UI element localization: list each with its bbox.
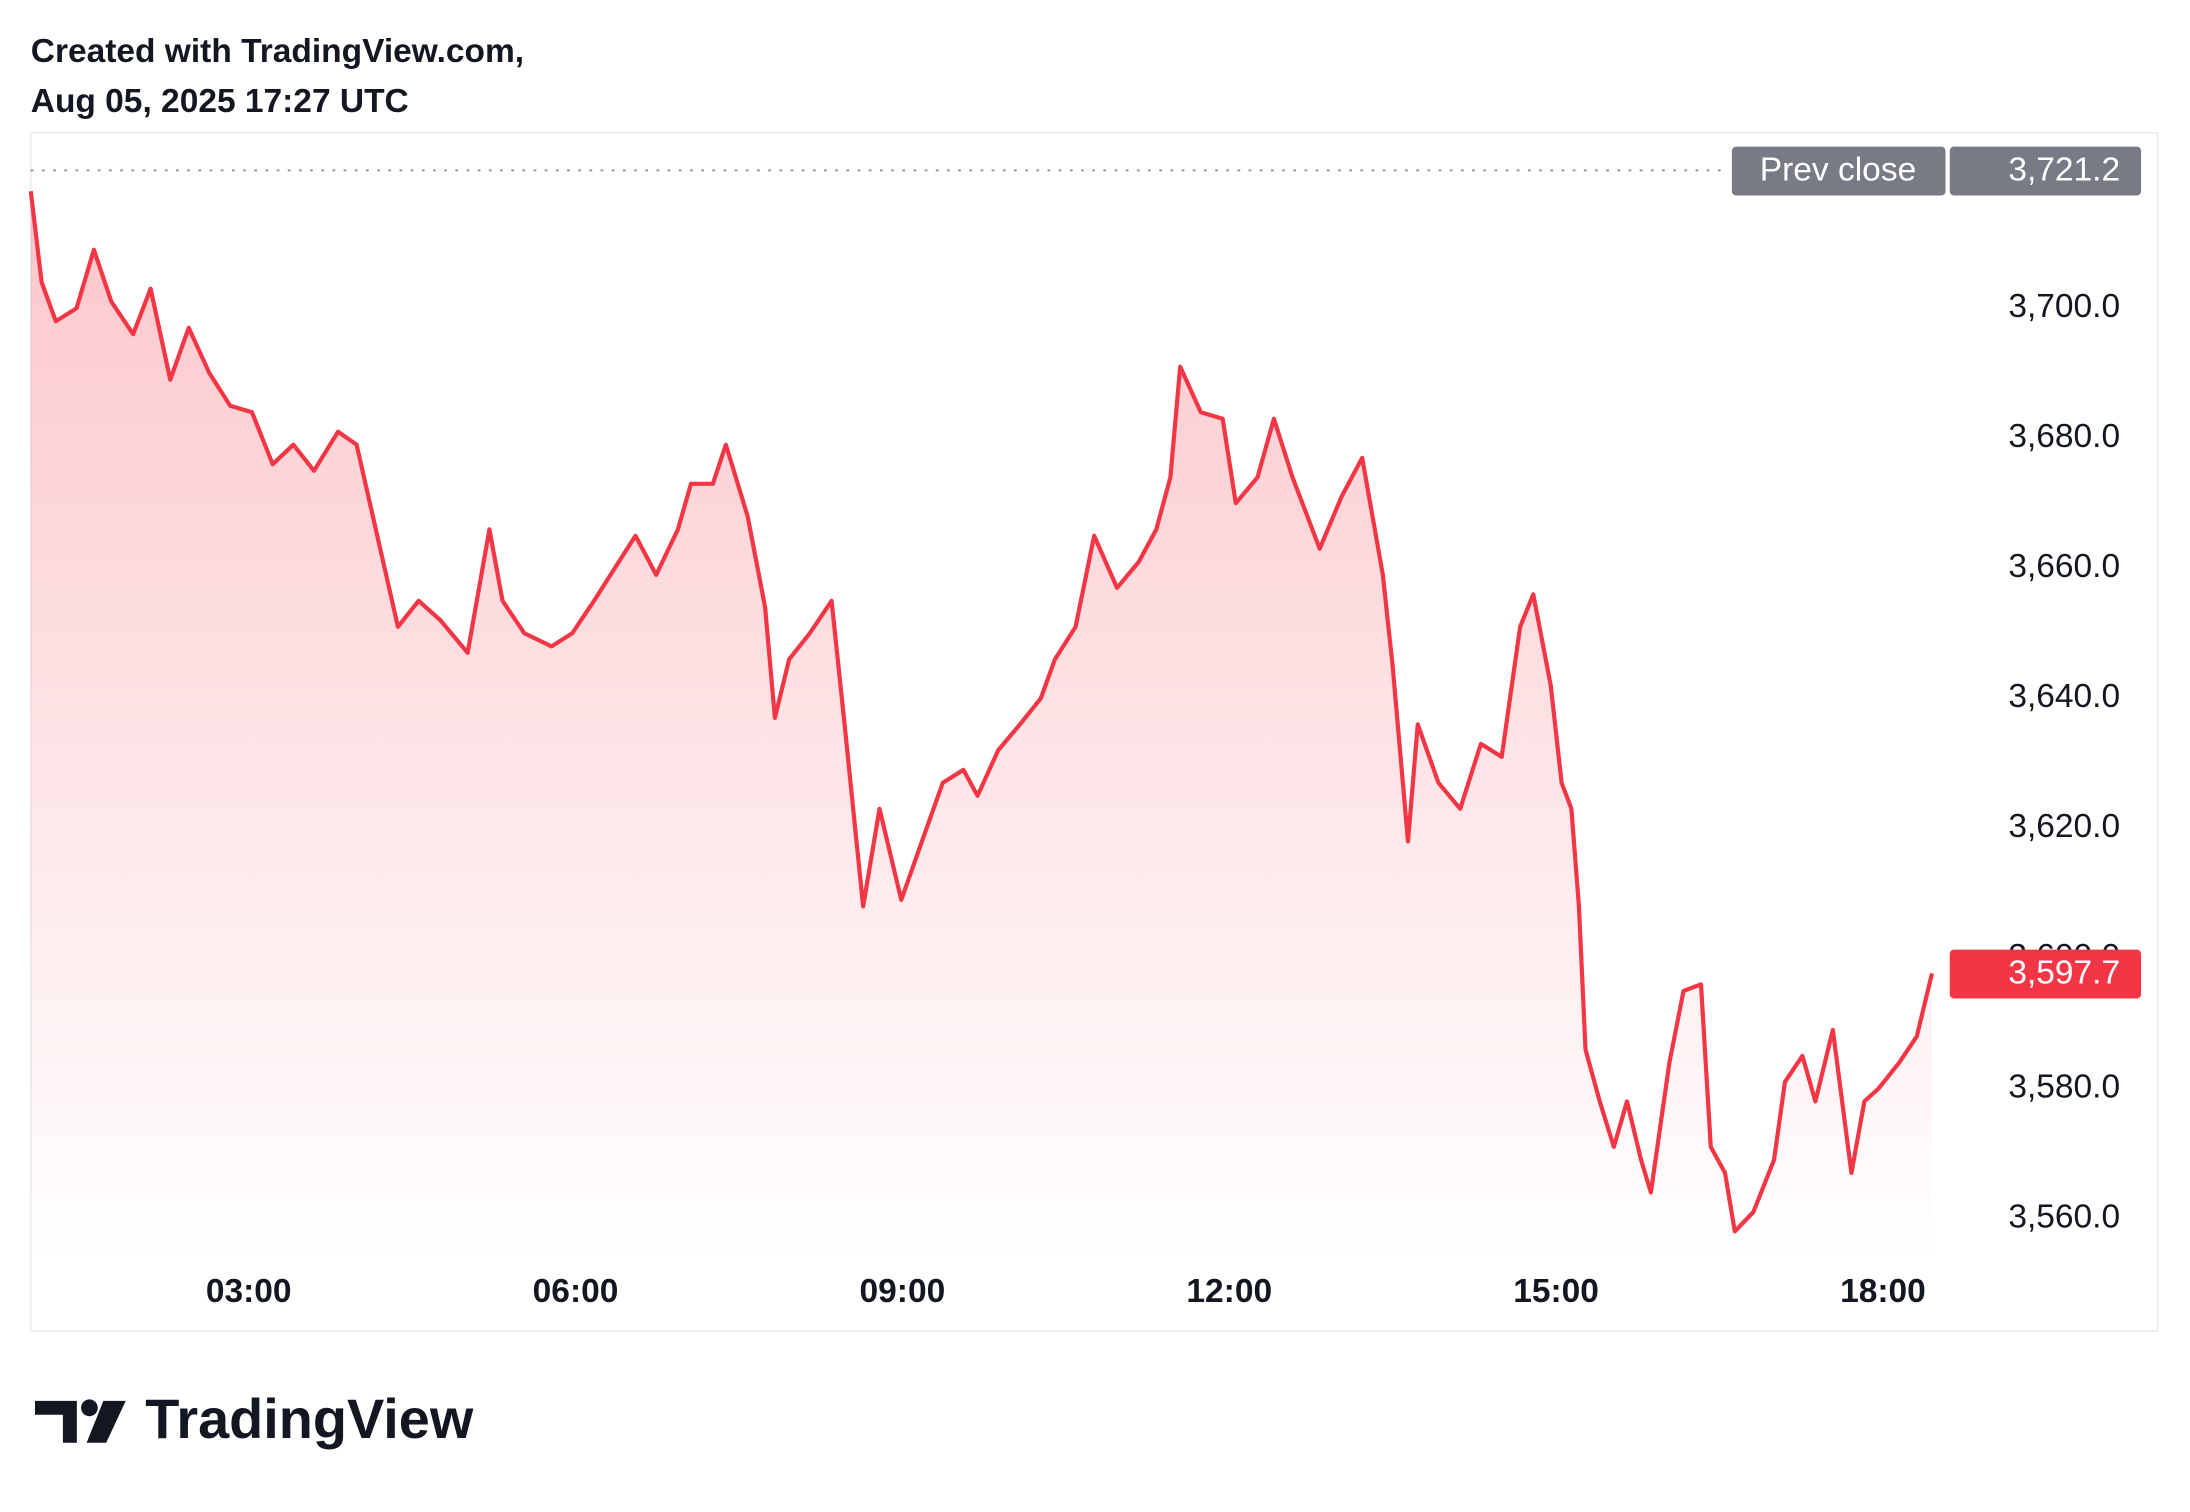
subtitle: Aug 05, 2025 17:27 UTC xyxy=(31,83,409,120)
y-tick-label: 3,640.0 xyxy=(2008,678,2120,715)
prev-close-badge xyxy=(1731,146,1946,196)
x-tick-label: 06:00 xyxy=(533,1273,619,1310)
area-fill xyxy=(30,191,1933,1264)
y-tick-label: 3,680.0 xyxy=(2008,418,2120,455)
y-tick-label: 3,700.0 xyxy=(2008,288,2120,325)
prev-close-value: 3,721.2 xyxy=(2008,152,2120,189)
x-tick-label: 09:00 xyxy=(860,1273,946,1310)
header: Created with TradingView.com, xyxy=(31,33,524,70)
x-tick-label: 18:00 xyxy=(1840,1273,1926,1310)
last-price-value: 3,597.7 xyxy=(2008,955,2120,992)
x-tick-label: 03:00 xyxy=(206,1273,292,1310)
y-tick-label: 3,560.0 xyxy=(2008,1198,2120,1235)
last-price-badge xyxy=(1949,949,2142,999)
x-tick-label: 12:00 xyxy=(1186,1273,1272,1310)
brand: TradingView xyxy=(145,1387,474,1450)
x-tick-label: 15:00 xyxy=(1513,1273,1599,1310)
logo xyxy=(34,1399,126,1443)
y-tick-label: 3,580.0 xyxy=(2008,1068,2120,1105)
y-tick-label: 3,620.0 xyxy=(2008,808,2120,845)
prev-close-value-badge xyxy=(1949,146,2142,196)
price-line xyxy=(28,190,1935,1234)
y-tick-label: 3,660.0 xyxy=(2008,548,2120,585)
prev-close-text: Prev close xyxy=(1760,152,1916,189)
